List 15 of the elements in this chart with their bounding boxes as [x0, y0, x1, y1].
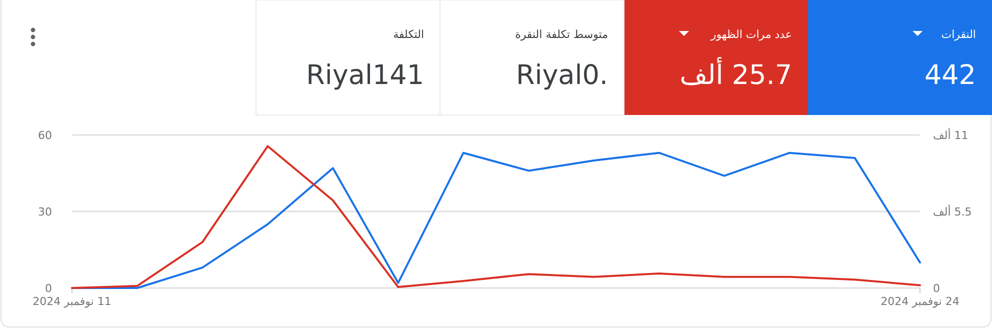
- text: 442: [924, 60, 976, 91]
- y-tick-label: 0: [45, 282, 52, 295]
- category-label: متوسط تكلفة النقرة: [515, 28, 608, 41]
- text: Riyal0.: [516, 60, 608, 91]
- y2-tick-label: 5.5 ألف: [933, 204, 972, 218]
- x-tick-label: 24 نوفمبر 2024: [880, 295, 960, 308]
- y-tick-label: 30: [38, 206, 52, 218]
- y2-tick-label: 0: [933, 282, 940, 295]
- category-label: النقرات: [941, 28, 976, 41]
- category-label: التكلفة: [393, 28, 424, 41]
- text: Riyal141: [306, 60, 424, 91]
- category-label: عدد مرات الظهور: [710, 28, 792, 41]
- y2-tick-label: 11 ألف: [933, 128, 968, 142]
- x-tick-label: 11 نوفمبر 2024: [32, 295, 112, 308]
- y-tick-label: 60: [38, 129, 52, 142]
